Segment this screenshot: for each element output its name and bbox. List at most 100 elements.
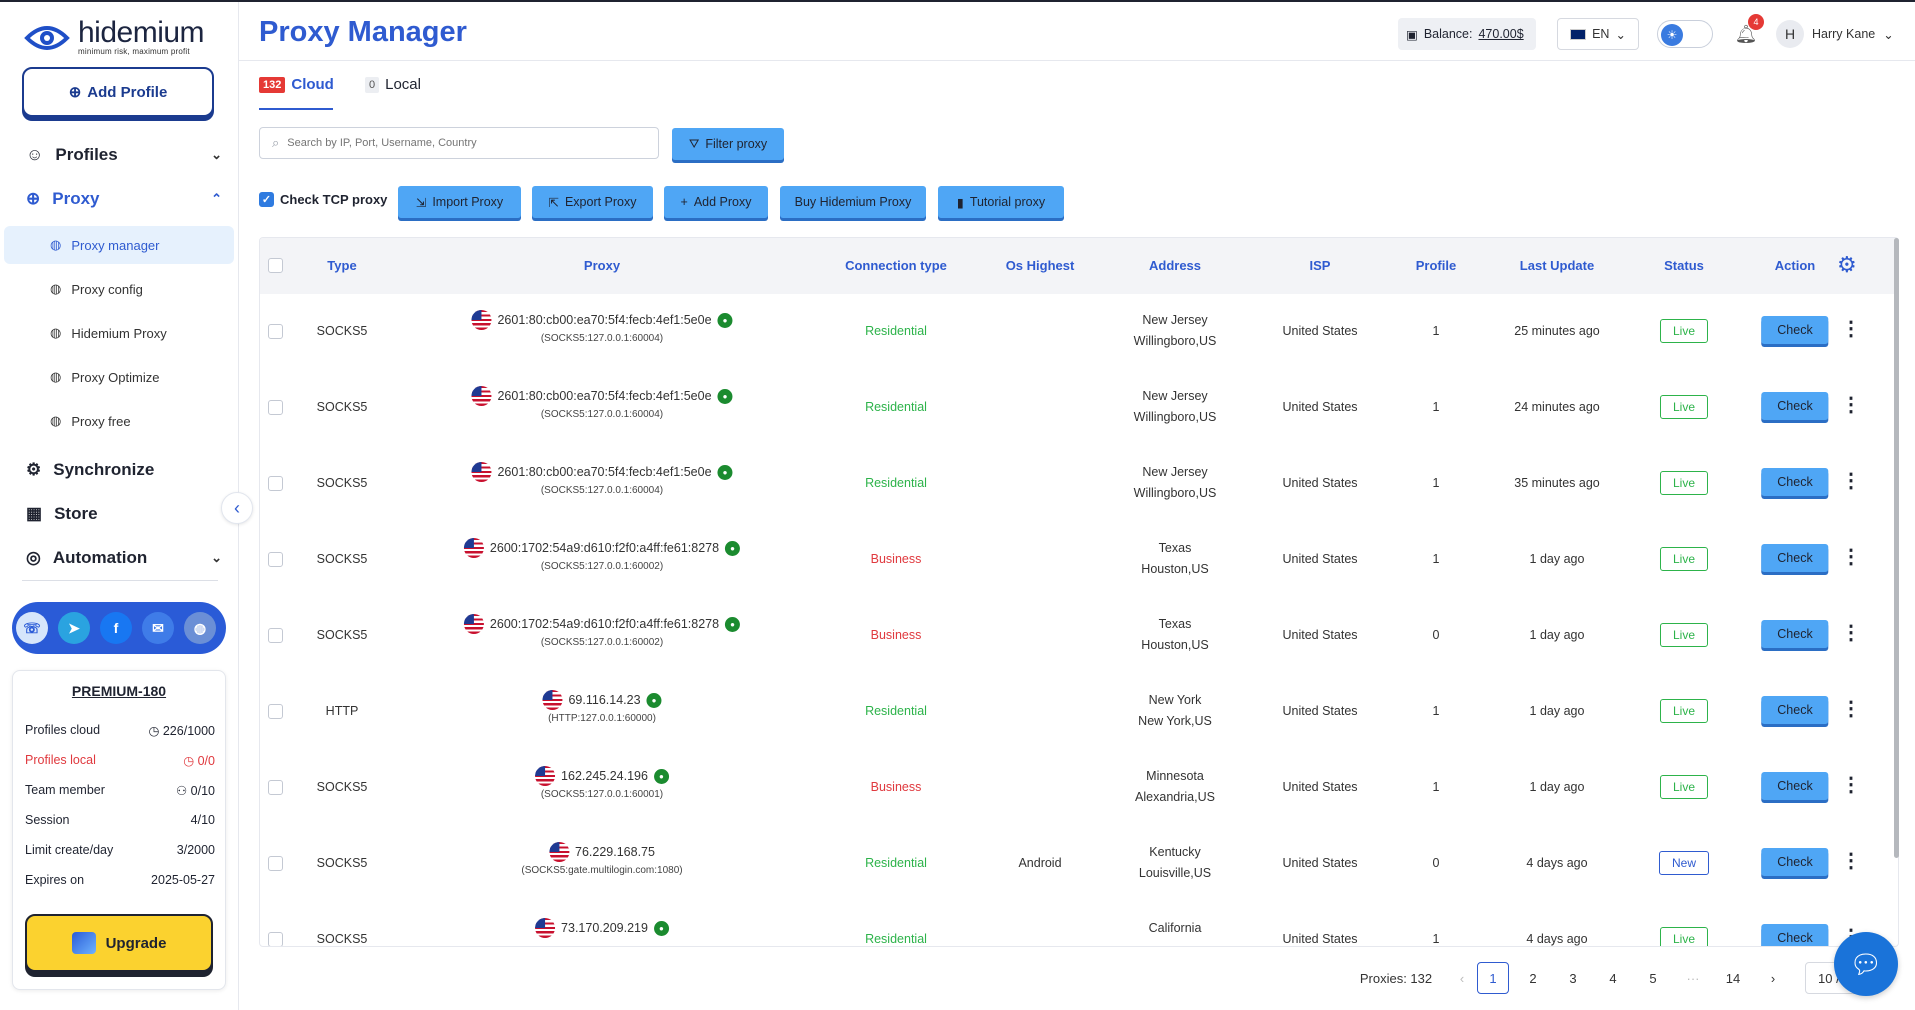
sidebar-sub-proxy-free[interactable]: ◍ Proxy free (4, 402, 234, 440)
table-scrollbar[interactable] (1894, 238, 1899, 858)
row-checkbox[interactable] (268, 780, 283, 795)
column-header[interactable]: Proxy (583, 258, 621, 273)
table-row[interactable]: SOCKS5 2600:1702:54a9:d610:f2f0:a4ff:fe61… (260, 598, 1898, 674)
table-row[interactable]: SOCKS5 162.245.24.196 ● (SOCKS5:127.0.0.1:6… (260, 750, 1898, 826)
telegram-icon[interactable]: ➤ (58, 612, 90, 644)
row-checkbox[interactable] (268, 856, 283, 871)
row-checkbox[interactable] (268, 628, 283, 643)
sidebar-sub-proxy-optimize[interactable]: ◍ Proxy Optimize (4, 358, 234, 396)
more-options-icon[interactable]: ⋮ (1841, 394, 1861, 416)
export-proxy-button[interactable]: ⇱ Export Proxy (532, 186, 653, 218)
facebook-icon[interactable]: f (100, 612, 132, 644)
page-ellipsis[interactable]: ··· (1686, 970, 1700, 986)
check-button[interactable]: Check (1761, 924, 1829, 946)
more-options-icon[interactable]: ⋮ (1841, 318, 1861, 340)
upgrade-button[interactable]: Upgrade (25, 914, 213, 972)
more-options-icon[interactable]: ⋮ (1841, 622, 1861, 644)
proxy-address[interactable]: 2601:80:cb00:ea70:5f4:fecb:4ef1:5e0e (497, 465, 712, 479)
search-input[interactable] (287, 137, 628, 149)
proxy-address[interactable]: 2600:1702:54a9:d610:f2f0:a4ff:fe61:8278 (489, 541, 720, 555)
page-button[interactable]: 5 (1649, 970, 1657, 986)
add-profile-button[interactable]: ⊕ Add Profile (22, 67, 214, 117)
table-row[interactable]: SOCKS5 2600:1702:54a9:d610:f2f0:a4ff:fe61… (260, 522, 1898, 598)
sidebar-sub-proxy-config[interactable]: ◍ Proxy config (4, 270, 234, 308)
sidebar-sub-proxy-manager[interactable]: ◍ Proxy manager (4, 226, 234, 264)
column-header[interactable]: Type (327, 258, 357, 273)
check-button[interactable]: Check (1761, 696, 1829, 724)
page-button[interactable]: 3 (1569, 970, 1577, 986)
check-button[interactable]: Check (1761, 392, 1829, 420)
table-row[interactable]: HTTP 69.116.14.23 ● (HTTP:127.0.0.1:60000) R… (260, 674, 1898, 750)
column-header[interactable]: Connection type (845, 258, 947, 273)
more-options-icon[interactable]: ⋮ (1841, 470, 1861, 492)
page-button[interactable]: 4 (1609, 970, 1617, 986)
support-icon[interactable]: ☏ (16, 612, 48, 644)
sidebar-sub-hidemium-proxy[interactable]: ◍ Hidemium Proxy (4, 314, 234, 352)
table-row[interactable]: SOCKS5 2601:80:cb00:ea70:5f4:fecb:4ef1:5e… (260, 370, 1898, 446)
check-tcp-toggle[interactable]: ✓ Check TCP proxy (259, 192, 387, 207)
page-button[interactable]: 1 (1477, 962, 1509, 994)
table-row[interactable]: SOCKS5 2601:80:cb00:ea70:5f4:fecb:4ef1:5e… (260, 294, 1898, 370)
proxy-address[interactable]: 162.245.24.196 (561, 769, 648, 783)
table-row[interactable]: SOCKS5 76.229.168.75 (SOCKS5:gate.multilog… (260, 826, 1898, 902)
row-checkbox[interactable] (268, 552, 283, 567)
balance-display[interactable]: ▣ Balance: 470.00$ (1398, 18, 1536, 50)
sidebar-item-store[interactable]: ▦ Store (26, 504, 222, 524)
proxy-address[interactable]: 69.116.14.23 (568, 693, 641, 707)
column-header[interactable]: Action (1774, 258, 1816, 273)
column-header[interactable]: Status (1664, 258, 1704, 273)
notifications-button[interactable]: 🔔︎ 4 (1732, 14, 1764, 50)
proxy-address[interactable]: 2601:80:cb00:ea70:5f4:fecb:4ef1:5e0e (497, 313, 712, 327)
page-button[interactable]: 14 (1725, 970, 1741, 986)
check-tcp-checkbox[interactable]: ✓ (259, 192, 274, 207)
more-options-icon[interactable]: ⋮ (1841, 546, 1861, 568)
theme-toggle[interactable]: ☀ (1657, 20, 1713, 48)
import-proxy-button[interactable]: ⇲ Import Proxy (398, 186, 521, 218)
mail-icon[interactable]: ✉ (142, 612, 174, 644)
gear-icon[interactable]: ⚙ (1837, 252, 1857, 277)
sidebar-item-automation[interactable]: ◎ Automation ⌄ (26, 548, 222, 568)
more-options-icon[interactable]: ⋮ (1841, 774, 1861, 796)
column-header[interactable]: Profile (1415, 258, 1457, 273)
user-menu[interactable]: H Harry Kane ⌄ (1776, 18, 1906, 50)
web-icon[interactable]: ◍ (184, 612, 216, 644)
check-button[interactable]: Check (1761, 848, 1829, 876)
table-row[interactable]: SOCKS5 2601:80:cb00:ea70:5f4:fecb:4ef1:5e… (260, 446, 1898, 522)
page-button[interactable]: 2 (1529, 970, 1537, 986)
buy-hidemium-proxy-button[interactable]: Buy Hidemium Proxy (780, 186, 926, 218)
brand-logo[interactable]: hidemium minimum risk, maximum profit (24, 17, 205, 56)
proxy-address[interactable]: 2601:80:cb00:ea70:5f4:fecb:4ef1:5e0e (497, 389, 712, 403)
column-header[interactable]: ISP (1309, 258, 1331, 273)
row-checkbox[interactable] (268, 400, 283, 415)
column-header[interactable]: Address (1148, 258, 1202, 273)
sidebar-item-synchronize[interactable]: ⚙ Synchronize (26, 460, 222, 480)
table-row[interactable]: SOCKS5 73.170.209.219 ● Residential Californ… (260, 902, 1898, 946)
next-page-button[interactable]: › (1757, 962, 1789, 994)
row-checkbox[interactable] (268, 932, 283, 946)
check-button[interactable]: Check (1761, 316, 1829, 344)
row-checkbox[interactable] (268, 704, 283, 719)
check-button[interactable]: Check (1761, 468, 1829, 496)
select-all-checkbox[interactable] (268, 258, 283, 273)
proxy-address[interactable]: 73.170.209.219 (561, 921, 648, 935)
prev-page-button[interactable]: ‹ (1448, 962, 1476, 994)
row-checkbox[interactable] (268, 324, 283, 339)
chat-button[interactable]: 💬︎ (1834, 932, 1898, 996)
tutorial-proxy-button[interactable]: ▮ Tutorial proxy (938, 186, 1064, 218)
add-proxy-button[interactable]: + Add Proxy (664, 186, 768, 218)
proxy-address[interactable]: 2600:1702:54a9:d610:f2f0:a4ff:fe61:8278 (489, 617, 720, 631)
row-checkbox[interactable] (268, 476, 283, 491)
filter-proxy-button[interactable]: ⛛ Filter proxy (672, 128, 784, 160)
proxy-address[interactable]: 76.229.168.75 (575, 845, 655, 859)
sidebar-item-proxy[interactable]: ⊕ Proxy ⌃ (26, 189, 222, 209)
column-header[interactable]: Last Update (1519, 258, 1595, 273)
column-header[interactable]: Os Highest (1005, 258, 1075, 273)
tab-local[interactable]: 0 Local (365, 76, 421, 93)
sidebar-item-profiles[interactable]: ☺ Profiles ⌄ (26, 145, 222, 165)
more-options-icon[interactable]: ⋮ (1841, 698, 1861, 720)
check-button[interactable]: Check (1761, 544, 1829, 572)
tab-cloud[interactable]: 132 Cloud (259, 76, 334, 93)
language-select[interactable]: EN ⌄ (1557, 18, 1639, 50)
check-button[interactable]: Check (1761, 620, 1829, 648)
more-options-icon[interactable]: ⋮ (1841, 850, 1861, 872)
